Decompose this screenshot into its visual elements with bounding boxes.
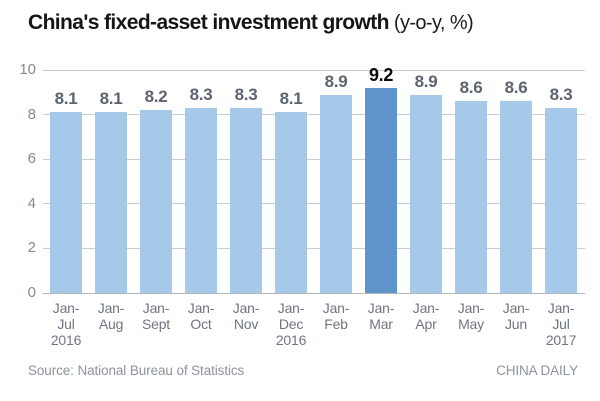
- bar: [140, 110, 172, 293]
- bar: [545, 107, 577, 293]
- bar-value-label: 9.2: [368, 64, 394, 85]
- x-axis-tick-label-line: Jan-: [547, 300, 575, 316]
- chart-title-main: China's fixed-asset investment growth: [28, 11, 389, 34]
- gridline: [43, 247, 585, 249]
- x-axis-tick-label-line: May: [458, 316, 484, 332]
- x-axis-tick-label-line: Nov: [233, 316, 259, 332]
- x-axis-tick-label: Jan- Jul 2016: [39, 300, 93, 348]
- bar-highlighted: [365, 87, 397, 293]
- x-axis-tick-label: Jan- May: [444, 300, 498, 332]
- bar: [275, 112, 307, 293]
- bar: [455, 101, 487, 293]
- chart-footer: Source: National Bureau of Statistics CH…: [28, 363, 578, 378]
- x-axis-tick-label-line: Sept: [142, 316, 170, 332]
- x-axis-tick-label-line: Jan-: [502, 300, 530, 316]
- x-axis-tick-label-line: Jan-: [457, 300, 485, 316]
- x-axis-tick-label: Jan- Mar: [354, 300, 408, 332]
- bar-value-label: 8.1: [54, 89, 78, 109]
- x-axis-tick-label-line: 2016: [50, 332, 82, 348]
- gridline: [43, 203, 585, 205]
- gridline: [43, 158, 585, 160]
- x-axis-tick-label-line: Oct: [190, 316, 212, 332]
- x-axis-tick-label-line: Jan-: [322, 300, 350, 316]
- x-axis-tick-label: Jan- Dec 2016: [264, 300, 318, 348]
- gridline: [43, 114, 585, 116]
- x-axis-tick-label-line: Jan-: [187, 300, 215, 316]
- y-axis-tick-label: 0: [27, 284, 36, 301]
- bar: [320, 94, 352, 293]
- bar-value-label: 8.3: [234, 84, 258, 104]
- x-axis-tick-label-line: 2016: [275, 332, 307, 348]
- bar-value-label: 8.6: [459, 78, 483, 98]
- bar-value-label: 8.1: [279, 89, 303, 109]
- bar: [50, 112, 82, 293]
- x-axis-tick-label-line: Jun: [505, 316, 527, 332]
- x-axis-tick-label-line: Jan-: [142, 300, 170, 316]
- bar-value-label: 8.6: [504, 78, 528, 98]
- x-axis-tick-label: Jan- Sept: [129, 300, 183, 332]
- x-axis-tick-label-line: Feb: [324, 316, 348, 332]
- x-axis-tick-label-line: Dec: [278, 316, 304, 332]
- x-axis-tick-label-line: 2017: [545, 332, 577, 348]
- x-axis-tick-label-line: Jan-: [52, 300, 80, 316]
- bar-value-label: 8.3: [189, 84, 213, 104]
- y-axis-tick-label: 4: [27, 194, 36, 212]
- bar: [410, 94, 442, 293]
- bar: [185, 107, 217, 293]
- x-axis-tick-label-line: Aug: [98, 316, 124, 332]
- publisher-credit: CHINA DAILY: [496, 363, 578, 378]
- bar-value-label: 8.2: [144, 87, 168, 107]
- bar-value-label: 8.9: [414, 71, 438, 91]
- x-axis-tick-label-line: Apr: [415, 316, 437, 332]
- x-axis-tick-label: Jan- Apr: [399, 300, 453, 332]
- x-axis-tick-label: Jan- Jul 2017: [534, 300, 588, 348]
- chart-title-suffix: (y-o-y, %): [393, 12, 474, 34]
- x-axis-tick-label-line: Jul: [552, 316, 570, 332]
- y-axis-tick-label: 10: [19, 61, 36, 78]
- x-axis-tick-label-line: Jan-: [412, 300, 440, 316]
- x-axis-tick-label: Jan- Aug: [84, 300, 138, 332]
- bar: [230, 107, 262, 293]
- bar-value-label: 8.1: [99, 89, 123, 109]
- x-axis-tick-label: Jan- Nov: [219, 300, 273, 332]
- x-axis-tick-label-line: Jan-: [277, 300, 305, 316]
- x-axis-tick-label: Jan- Oct: [174, 300, 228, 332]
- bar-value-label: 8.3: [549, 84, 573, 104]
- bar-value-label: 8.9: [324, 71, 348, 91]
- chart-title: China's fixed-asset investment growth (y-…: [28, 11, 474, 35]
- source-note: Source: National Bureau of Statistics: [28, 363, 245, 378]
- x-axis-tick-label-line: Jan-: [232, 300, 260, 316]
- y-axis-tick-label: 6: [27, 150, 36, 168]
- gridline: [43, 69, 585, 71]
- gridline: [43, 292, 585, 294]
- bar: [500, 101, 532, 293]
- x-axis-tick-label-line: Jan-: [367, 300, 395, 316]
- x-axis-tick-label: Jan- Feb: [309, 300, 363, 332]
- x-axis-tick-label: Jan- Jun: [489, 300, 543, 332]
- y-axis-tick-label: 2: [27, 239, 36, 257]
- bar: [95, 112, 127, 293]
- x-axis-tick-label-line: Mar: [369, 316, 393, 332]
- x-axis-tick-label-line: Jul: [57, 316, 75, 332]
- y-axis-tick-label: 8: [27, 105, 36, 123]
- x-axis-tick-label-line: Jan-: [97, 300, 125, 316]
